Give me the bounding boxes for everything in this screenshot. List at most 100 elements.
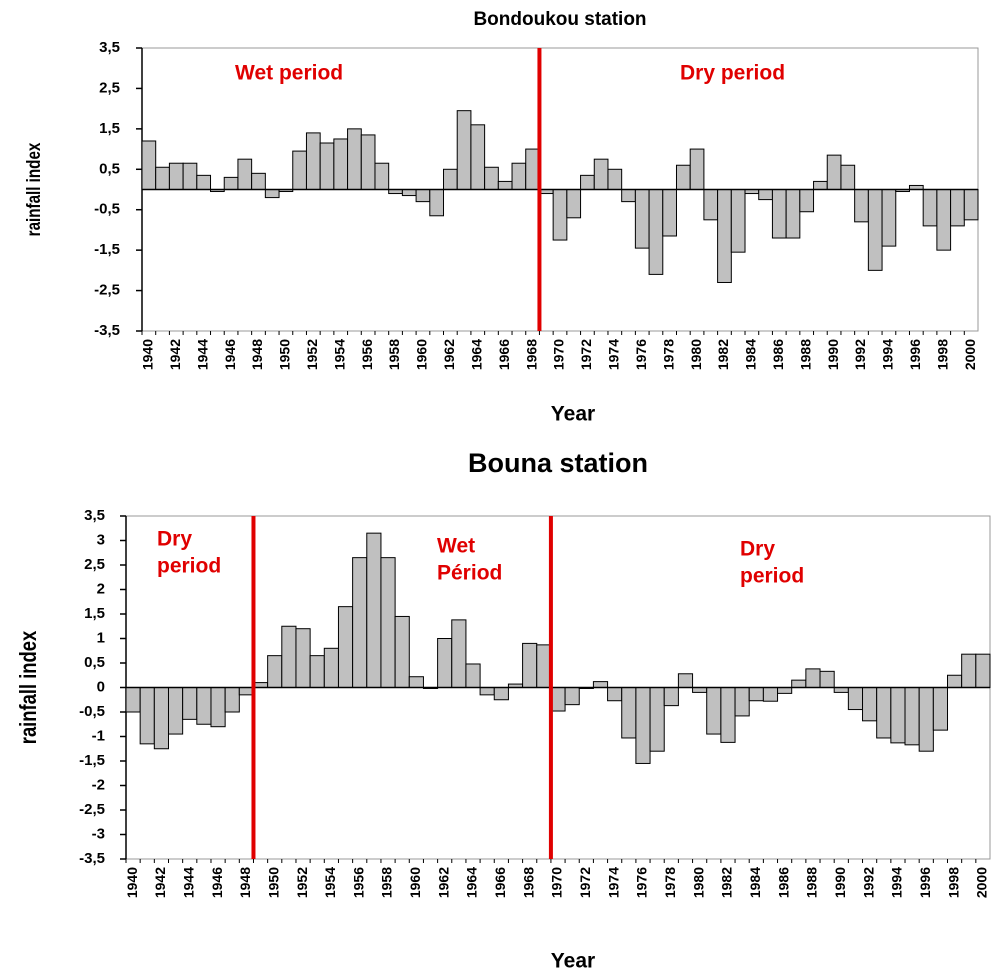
bar	[281, 625, 297, 688]
x-tick-label: 1994	[880, 339, 896, 370]
bar	[264, 189, 280, 199]
bar	[525, 148, 540, 190]
y-tick-label: -2,5	[79, 801, 105, 818]
bar	[347, 128, 362, 191]
period-label: Dry period	[680, 62, 785, 85]
x-tick-label: 1990	[832, 867, 848, 898]
bar	[360, 134, 376, 191]
period-label: Périod	[437, 562, 502, 585]
bar	[522, 642, 538, 689]
bar	[785, 189, 801, 239]
x-tick-label: 1952	[294, 867, 310, 898]
bar	[648, 189, 664, 275]
x-tick-label: 1974	[606, 339, 622, 370]
y-tick-label: -3,5	[94, 322, 120, 339]
x-tick-label: 1994	[889, 867, 905, 898]
x-tick-label: 1960	[414, 339, 430, 370]
x-tick-label: 1944	[180, 867, 196, 898]
y-tick-label: 0,5	[84, 654, 105, 671]
x-tick-label: 1974	[605, 867, 621, 898]
bar	[470, 124, 486, 190]
bar	[819, 670, 835, 689]
y-tick-label: 2	[97, 580, 105, 597]
bar	[237, 158, 253, 191]
x-tick-label: 1964	[468, 339, 484, 370]
period-label: Dry	[157, 528, 192, 551]
period-label: period	[740, 565, 804, 588]
x-tick-label: 1960	[407, 867, 423, 898]
bar	[309, 655, 325, 689]
bar	[437, 638, 453, 688]
y-tick-label: -3,5	[79, 850, 105, 867]
bar	[748, 687, 764, 702]
bar	[717, 189, 732, 283]
bar	[155, 166, 170, 190]
bar	[734, 687, 750, 717]
bar	[689, 148, 705, 190]
x-tick-label: 1950	[277, 339, 293, 370]
x-tick-label: 1948	[249, 339, 265, 370]
period-label: period	[157, 555, 221, 578]
bar	[267, 655, 283, 689]
bar	[139, 687, 155, 745]
y-tick-label: -2	[92, 776, 105, 793]
bar	[497, 180, 513, 191]
bar	[479, 687, 495, 696]
bar	[352, 557, 368, 689]
bar	[762, 687, 779, 702]
bar	[592, 681, 609, 688]
x-tick-label: 1954	[322, 867, 338, 898]
bar	[862, 687, 878, 722]
period-label: Dry	[740, 538, 775, 561]
x-tick-label: 1976	[634, 867, 650, 898]
x-tick-label: 1948	[237, 867, 253, 898]
y-tick-label: -0,5	[79, 703, 105, 720]
bar	[580, 174, 595, 191]
bar	[791, 679, 807, 689]
bar	[922, 189, 938, 227]
y-tick-label: 2,5	[99, 79, 120, 96]
x-tick-label: 1986	[770, 339, 786, 370]
x-tick-label: 1968	[520, 867, 536, 898]
bar	[319, 142, 335, 190]
bar	[607, 687, 623, 702]
bar	[196, 174, 212, 191]
y-tick-label: 2,5	[84, 556, 105, 573]
bar	[932, 687, 949, 731]
bar	[456, 110, 472, 190]
y-tick-label: 3,5	[99, 39, 120, 56]
bar	[182, 162, 198, 191]
x-tick-label: 1998	[934, 339, 950, 370]
bar	[125, 687, 141, 713]
x-tick-label: 1956	[359, 339, 375, 370]
bar	[677, 673, 694, 689]
bar	[805, 668, 821, 689]
x-tick-label: 1978	[662, 867, 678, 898]
bar	[890, 687, 906, 744]
bar	[813, 180, 828, 191]
chart-title: Bouna station	[468, 448, 648, 478]
bar	[936, 189, 952, 251]
bar	[251, 172, 266, 190]
bar	[484, 166, 499, 190]
bar	[552, 189, 568, 241]
x-tick-label: 1950	[265, 867, 281, 898]
x-tick-label: 1964	[464, 867, 480, 898]
x-tick-label: 1982	[715, 339, 731, 370]
bar	[223, 176, 239, 191]
y-tick-label: 3,5	[84, 507, 105, 524]
x-tick-label: 1972	[577, 867, 593, 898]
x-tick-label: 1954	[331, 339, 347, 370]
y-tick-label: 1	[97, 629, 105, 646]
bar	[401, 189, 417, 197]
bar	[706, 687, 722, 735]
bar	[295, 628, 311, 689]
bar	[292, 150, 307, 190]
bar	[323, 647, 339, 688]
bar	[607, 168, 623, 191]
bar	[550, 687, 566, 712]
x-tick-label: 1942	[152, 867, 168, 898]
y-axis-label: rainfall index	[22, 142, 44, 236]
bar	[465, 663, 481, 688]
